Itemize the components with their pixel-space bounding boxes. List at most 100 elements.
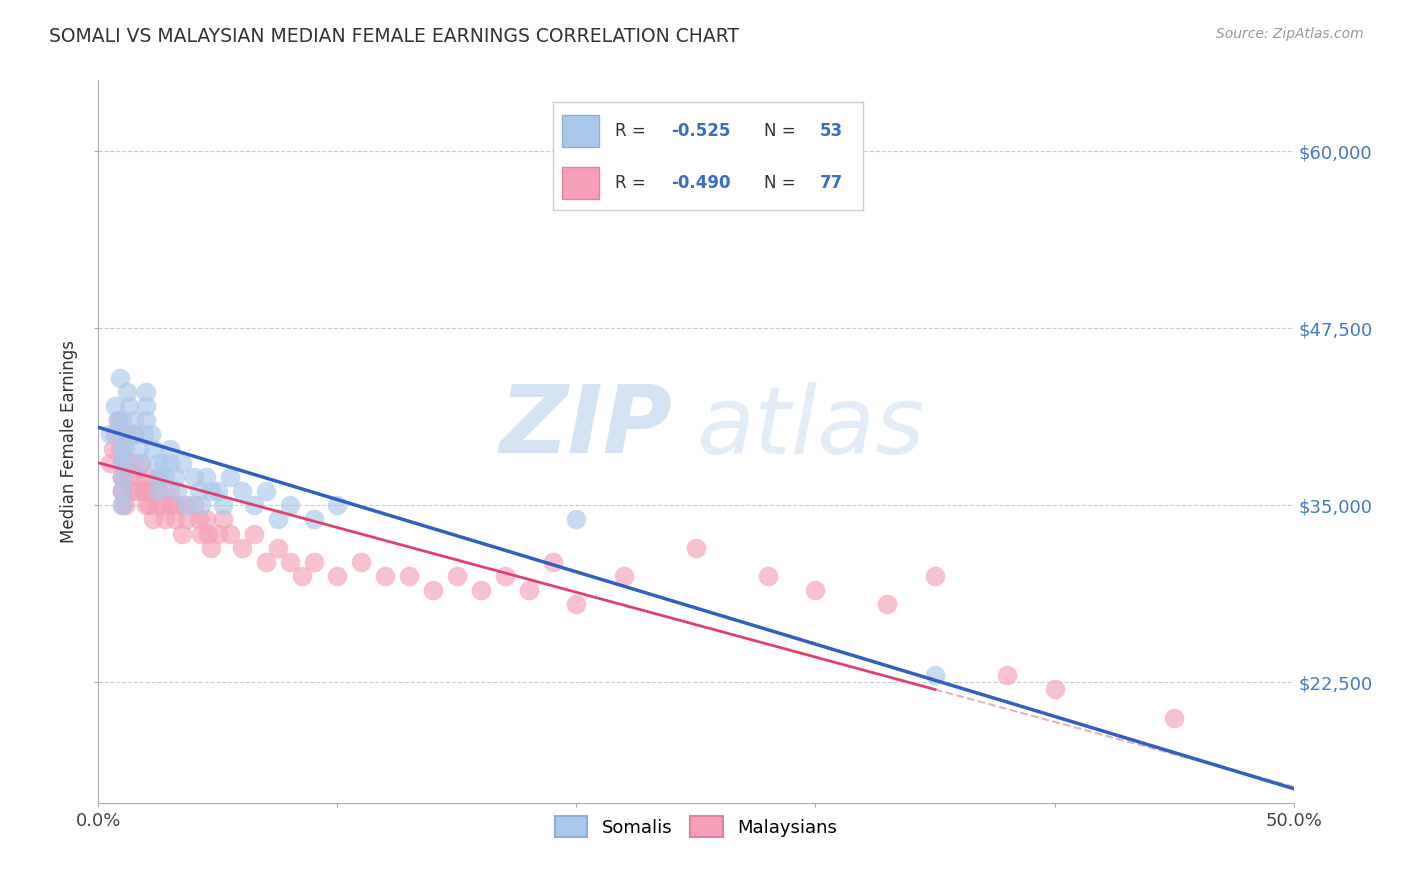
Point [131,456,153,470]
Point [148,484,170,499]
Point [876,598,898,612]
Point [111,484,134,499]
Point [565,598,588,612]
Point [211,498,233,512]
Point [195,512,218,526]
Point [200,541,222,555]
Point [172,456,194,470]
Point [111,442,134,456]
Point [190,526,212,541]
Point [111,442,134,456]
Point [173,498,195,512]
Point [159,498,181,512]
Point [104,399,127,413]
Point [115,456,138,470]
Point [148,498,170,512]
Point [101,442,124,456]
Point [114,442,136,456]
Point [121,484,143,499]
Point [111,413,134,427]
Point [135,384,157,399]
Point [128,442,150,456]
Text: ZIP: ZIP [499,381,672,473]
Point [176,512,198,526]
Point [135,399,157,413]
Point [350,555,373,569]
Point [195,470,218,484]
Point [131,456,153,470]
Point [254,555,277,569]
Point [135,484,157,499]
Point [685,541,707,555]
Point [118,399,141,413]
Point [374,569,396,583]
Point [1163,711,1185,725]
Point [176,498,198,512]
Point [243,526,266,541]
Point [159,484,181,499]
Point [111,470,134,484]
Point [804,583,827,598]
Point [326,569,349,583]
Point [155,512,177,526]
Point [172,526,194,541]
Point [111,484,134,499]
Point [302,512,325,526]
Point [124,456,146,470]
Point [111,456,134,470]
Point [128,470,150,484]
Point [118,470,141,484]
Point [470,583,492,598]
Point [517,583,540,598]
Point [197,526,219,541]
Point [111,470,134,484]
Point [152,498,174,512]
Point [924,668,946,682]
Point [124,427,146,442]
Point [422,583,444,598]
Point [107,413,129,427]
Text: SOMALI VS MALAYSIAN MEDIAN FEMALE EARNINGS CORRELATION CHART: SOMALI VS MALAYSIAN MEDIAN FEMALE EARNIN… [49,27,740,45]
Point [267,541,290,555]
Point [183,498,205,512]
Point [166,498,188,512]
Point [155,470,177,484]
Legend: Somalis, Malaysians: Somalis, Malaysians [547,809,845,845]
Point [148,456,170,470]
Point [124,413,146,427]
Text: Source: ZipAtlas.com: Source: ZipAtlas.com [1216,27,1364,41]
Point [138,498,160,512]
Point [398,569,420,583]
Point [166,484,188,499]
Point [142,512,165,526]
Point [995,668,1018,682]
Point [326,498,349,512]
Point [135,413,157,427]
Point [132,484,155,499]
Y-axis label: Median Female Earnings: Median Female Earnings [60,340,79,543]
Point [111,427,134,442]
Point [111,427,134,442]
Point [139,484,162,499]
Point [148,484,170,499]
Point [159,456,181,470]
Point [565,512,588,526]
Point [267,512,290,526]
Point [231,541,253,555]
Point [98,456,122,470]
Point [1043,682,1066,697]
Point [108,371,131,385]
Point [148,470,170,484]
Point [291,569,314,583]
Point [107,413,129,427]
Point [541,555,564,569]
Point [278,555,301,569]
Point [211,512,233,526]
Point [135,470,157,484]
Point [111,498,134,512]
Point [231,484,253,499]
Point [111,456,134,470]
Point [114,498,136,512]
Point [111,470,134,484]
Point [163,470,186,484]
